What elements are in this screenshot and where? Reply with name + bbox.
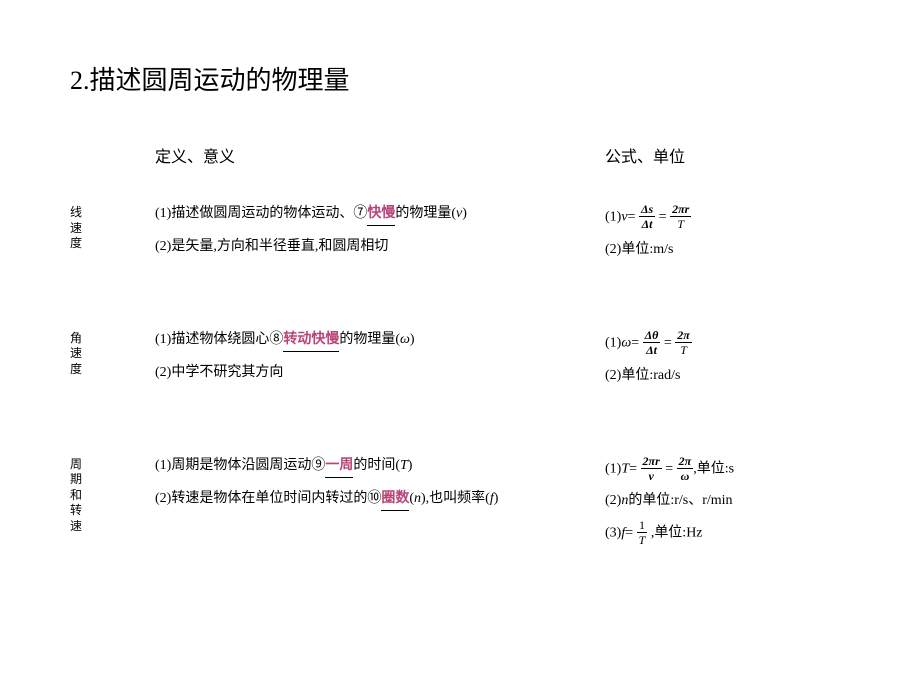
header-formula: 公式、单位	[605, 143, 850, 167]
table-header: 定义、意义 公式、单位	[70, 143, 850, 167]
formula-cell: (1)T= 2πrv = 2πω,单位:s (2)n的单位:r/s、r/min …	[605, 455, 850, 555]
row-label: 周期和转速	[70, 455, 155, 555]
definition-cell: (1)描述物体绕圆心⑧转动快慢的物理量(ω) (2)中学不研究其方向	[155, 329, 605, 395]
row-period-speed: 周期和转速 (1)周期是物体沿圆周运动⑨一周的时间(T) (2)转速是物体在单位…	[70, 455, 850, 555]
row-linear-velocity: 线速度 (1)描述做圆周运动的物体运动、⑦快慢的物理量(v) (2)是矢量,方向…	[70, 203, 850, 269]
definition-cell: (1)周期是物体沿圆周运动⑨一周的时间(T) (2)转速是物体在单位时间内转过的…	[155, 455, 605, 555]
row-label: 角速度	[70, 329, 155, 395]
formula-cell: (1)ω= ΔθΔt = 2πT (2)单位:rad/s	[605, 329, 850, 395]
page-title: 2.描述圆周运动的物理量	[70, 60, 850, 97]
definition-cell: (1)描述做圆周运动的物体运动、⑦快慢的物理量(v) (2)是矢量,方向和半径垂…	[155, 203, 605, 269]
row-angular-velocity: 角速度 (1)描述物体绕圆心⑧转动快慢的物理量(ω) (2)中学不研究其方向 (…	[70, 329, 850, 395]
formula-cell: (1)v= ΔsΔt = 2πrT (2)单位:m/s	[605, 203, 850, 269]
header-definition: 定义、意义	[155, 143, 605, 167]
row-label: 线速度	[70, 203, 155, 269]
